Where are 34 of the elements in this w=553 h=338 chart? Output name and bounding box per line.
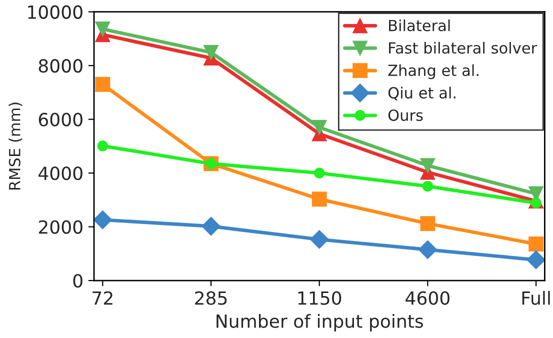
point <box>422 180 434 192</box>
y-tick-label: 4000 <box>38 166 82 180</box>
point <box>314 168 325 178</box>
x-tick-label: 285 <box>195 291 227 305</box>
y-tick-label: 6000 <box>38 112 82 126</box>
y-axis-title: RMSE (mm) <box>8 102 22 190</box>
point <box>420 216 436 232</box>
legend-label: Ours <box>388 109 423 121</box>
point <box>312 192 327 207</box>
x-tick-label: 72 <box>92 291 112 305</box>
legend-label: Bilateral <box>389 19 450 32</box>
point <box>95 76 110 92</box>
point <box>97 140 108 152</box>
x-axis-title: Number of input points <box>216 314 423 332</box>
x-tick-label: 4600 <box>406 291 450 305</box>
point <box>526 250 545 270</box>
legend-label: Fast bilateral solver <box>389 42 538 54</box>
point <box>420 158 436 173</box>
point <box>204 44 218 60</box>
point <box>528 236 544 252</box>
y-tick-label: 0 <box>73 274 82 288</box>
x-tick-label: Full <box>522 290 550 305</box>
y-tick-label: 10000 <box>28 5 82 19</box>
point <box>202 216 220 236</box>
point <box>94 210 112 230</box>
point <box>418 240 438 259</box>
point <box>310 230 329 249</box>
y-tick-label: 8000 <box>38 59 82 73</box>
legend-label: Qiu et al. <box>388 86 456 100</box>
x-tick-label: 1150 <box>298 291 342 305</box>
point <box>95 22 110 36</box>
point <box>312 120 327 135</box>
legend-label: Zhang et al. <box>388 64 478 80</box>
y-tick-label: 2000 <box>38 220 82 234</box>
